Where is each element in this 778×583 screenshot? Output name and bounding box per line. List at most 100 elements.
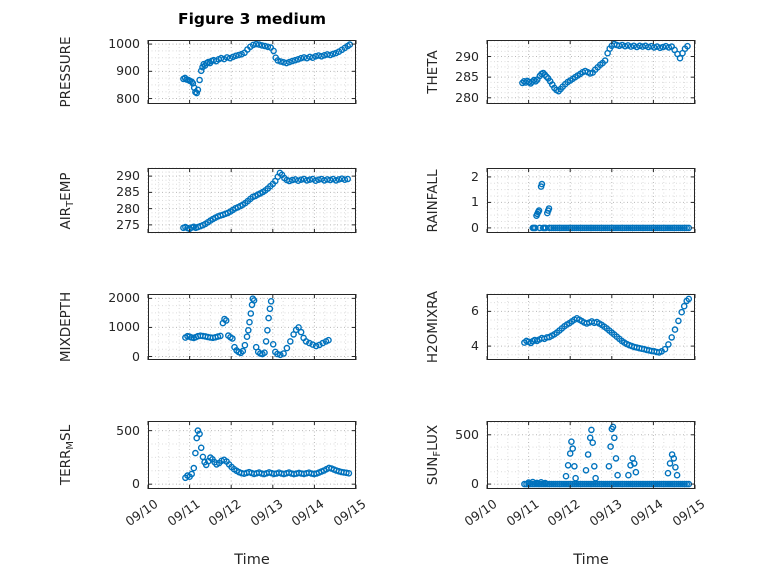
subplot-rainfall: 0 1 2 RAINFALL	[425, 168, 696, 235]
data-point	[609, 423, 617, 431]
plot-area	[147, 40, 357, 104]
y-axis-label: SUNFLUX	[424, 375, 443, 535]
data-point	[596, 480, 603, 488]
data-point	[680, 302, 688, 310]
data-point	[606, 224, 613, 232]
data-point	[345, 470, 353, 477]
data-point	[579, 480, 586, 488]
y-tick-label: 6	[471, 303, 479, 319]
subplot-h2omixra: 4 6 H2OMIXRA	[425, 291, 696, 363]
data-point	[631, 224, 638, 232]
data-point	[675, 317, 682, 325]
data-point	[283, 59, 290, 67]
data-point	[670, 224, 678, 232]
data-point	[593, 480, 601, 488]
y-label-text: AIR	[58, 206, 74, 230]
data-point	[246, 318, 253, 326]
data-point	[545, 205, 553, 212]
data-point	[325, 336, 332, 344]
data-point	[614, 224, 622, 232]
y-tick-label: 900	[116, 63, 140, 79]
data-point	[585, 224, 593, 232]
data-point	[217, 332, 224, 340]
data-point	[531, 480, 539, 488]
plot-area	[147, 421, 357, 489]
data-point	[585, 480, 593, 488]
data-point	[543, 73, 550, 81]
axes-box	[148, 40, 356, 104]
x-tick-label: 09/12	[205, 496, 244, 529]
data-point	[222, 317, 230, 324]
y-tick-label: 280	[455, 89, 479, 105]
y-tick-label: 1	[471, 194, 479, 210]
data-point	[274, 350, 281, 358]
data-point	[652, 224, 659, 232]
subplot-theta: 280 285 290 THETA	[425, 40, 696, 105]
data-point	[267, 298, 275, 305]
data-point	[607, 443, 614, 450]
y-tick-label: 275	[116, 216, 140, 232]
y-tick-label: 4	[471, 338, 479, 354]
y-label-text: RAINFALL	[425, 169, 441, 233]
data-point	[194, 427, 202, 434]
data-point	[582, 467, 590, 474]
data-point	[678, 308, 685, 316]
data-point	[672, 464, 679, 471]
data-points	[521, 295, 693, 356]
grid-minor	[487, 293, 695, 360]
data-point	[660, 480, 668, 488]
data-point	[319, 339, 326, 347]
tick-marks	[147, 40, 357, 104]
data-point	[538, 180, 546, 188]
data-point	[645, 480, 653, 488]
data-point	[316, 341, 323, 349]
data-point	[662, 224, 670, 232]
data-point	[283, 344, 291, 352]
data-point	[562, 480, 570, 488]
data-point	[665, 341, 672, 348]
y-tick-label: 500	[116, 422, 140, 438]
tick-marks	[147, 294, 357, 360]
grid-minor	[487, 421, 695, 489]
data-point	[610, 480, 618, 488]
data-point	[629, 224, 636, 232]
plot-area	[147, 294, 357, 360]
y-label-text: THETA	[425, 50, 441, 94]
data-point	[554, 480, 561, 488]
y-label-text: EMP	[58, 172, 74, 201]
data-point	[523, 480, 530, 488]
data-point	[294, 177, 302, 185]
data-point	[670, 480, 678, 488]
y-tick-label: 0	[471, 476, 479, 492]
data-point	[541, 480, 549, 488]
y-label-text: PRESSURE	[58, 36, 74, 108]
data-point	[239, 347, 247, 355]
data-point	[656, 224, 663, 232]
axes-box	[487, 40, 695, 104]
y-label-subscript: F	[432, 450, 443, 457]
x-tick-label: 09/14	[288, 496, 327, 529]
data-point	[286, 177, 293, 185]
subplot-terr_msl: 0 500 TERRMSL 09/10 09/11 09/12 09/13 09/14 09/1…	[58, 421, 369, 529]
data-point	[668, 480, 676, 488]
tick-marks	[147, 168, 357, 233]
data-point	[548, 224, 555, 232]
data-points	[180, 169, 351, 233]
data-point	[672, 480, 680, 488]
data-point	[573, 224, 580, 232]
data-point	[629, 480, 636, 488]
data-point	[630, 460, 638, 467]
data-point	[571, 463, 578, 470]
data-point	[679, 224, 686, 232]
y-label-subscript: M	[65, 440, 76, 450]
data-point	[344, 175, 351, 183]
data-point	[592, 474, 599, 482]
data-point	[614, 480, 622, 488]
data-point	[197, 444, 205, 452]
y-label-text: SL	[58, 424, 74, 441]
data-point	[577, 480, 584, 488]
y-tick-label: 2000	[108, 290, 140, 306]
data-point	[297, 328, 305, 336]
data-point	[681, 224, 688, 232]
y-tick-label: 290	[116, 168, 140, 184]
